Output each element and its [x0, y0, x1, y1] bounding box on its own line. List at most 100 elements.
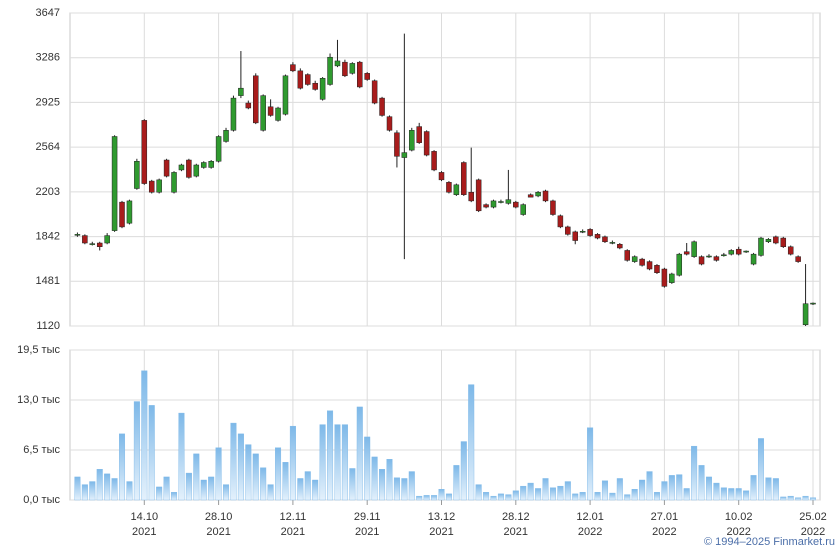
candle-body	[193, 164, 200, 177]
volume-bar	[431, 495, 438, 501]
candle-body	[379, 97, 385, 116]
candle-body	[520, 204, 526, 215]
candle-body	[572, 231, 578, 241]
volume-bar	[683, 488, 690, 501]
candle-body	[319, 78, 326, 100]
candle-body	[453, 184, 460, 195]
y-tick-label: 3647	[36, 7, 60, 19]
candle-body	[74, 234, 81, 236]
y-tick-label: 2564	[36, 141, 60, 153]
x-tick-label: 14.10 2021	[131, 511, 159, 538]
volume-bar	[312, 479, 319, 501]
volume-bar	[371, 456, 378, 501]
candle-body	[409, 130, 415, 151]
candle-body	[111, 136, 118, 231]
volume-bar	[401, 478, 408, 501]
candle-body	[646, 261, 653, 270]
candle-body	[134, 161, 140, 189]
candle-body	[423, 131, 430, 156]
x-tick-label: 28.12 2021	[502, 511, 530, 538]
candle-body	[624, 250, 630, 261]
volume-bar	[698, 465, 705, 501]
volume-bar	[356, 406, 363, 501]
volume-bar	[810, 497, 817, 501]
volume-bar	[483, 492, 490, 501]
volume-bar	[252, 453, 259, 501]
volume-bar	[720, 487, 727, 501]
volume-bar	[171, 492, 178, 501]
volume-bar	[750, 475, 757, 501]
volume-bar	[423, 495, 430, 501]
volume-bar	[780, 496, 787, 501]
x-tick-label: 25.02 2022	[799, 511, 827, 538]
candle-body	[579, 230, 586, 233]
candle-body	[468, 191, 474, 202]
candle-body	[565, 226, 571, 235]
volume-bar	[141, 370, 148, 501]
candle-body	[661, 268, 668, 287]
candle-body	[505, 199, 512, 204]
candle-body	[238, 87, 244, 96]
volume-bar	[557, 485, 564, 501]
candle-body	[96, 242, 103, 247]
volume-bar	[282, 462, 289, 501]
volume-bar	[386, 459, 393, 501]
volume-bar	[772, 478, 779, 501]
candle-body	[758, 237, 764, 256]
candle-body	[223, 130, 229, 142]
candle-body	[728, 250, 735, 255]
candle-body	[490, 200, 497, 208]
volume-bar	[408, 471, 415, 501]
y-tick-label: 3286	[36, 52, 60, 64]
candle-body	[639, 258, 645, 266]
candle-body	[773, 236, 779, 244]
volume-bar	[505, 494, 512, 501]
candle-body	[602, 236, 608, 243]
volume-bar	[215, 447, 222, 501]
volume-bar	[676, 474, 683, 501]
volume-bar	[289, 425, 296, 501]
volume-bar	[705, 476, 712, 501]
candle-body	[267, 106, 274, 116]
candle-body	[780, 237, 787, 247]
candle-body	[200, 162, 207, 168]
volume-bar	[542, 478, 549, 501]
volume-bar	[594, 492, 601, 501]
volume-bar	[267, 484, 274, 501]
candle-body	[498, 201, 504, 203]
volume-bar	[624, 494, 631, 501]
volume-bar	[564, 481, 571, 501]
volume-bar	[765, 477, 772, 501]
volume-bar	[490, 495, 497, 501]
volume-bar	[728, 488, 735, 501]
volume-bar	[81, 484, 88, 501]
credit[interactable]: © 1994–2025 Finmarket.ru	[704, 536, 835, 548]
candle-body	[141, 120, 148, 184]
candle-body	[364, 73, 370, 80]
candle-body	[282, 75, 289, 115]
x-tick-label: 10.02 2022	[725, 511, 753, 538]
candle-body	[297, 70, 304, 89]
candle-body	[186, 159, 192, 178]
candle-body	[587, 229, 593, 236]
volume-bar	[802, 495, 809, 501]
volume-bar	[74, 476, 81, 501]
candle-body	[349, 63, 356, 74]
volume-bar	[185, 472, 192, 501]
volume-bar	[200, 479, 207, 501]
candle-body	[795, 256, 801, 262]
volume-bar	[297, 478, 304, 501]
candle-body	[148, 180, 155, 193]
candle-body	[260, 95, 266, 131]
x-tick-label: 12.11 2021	[280, 511, 307, 538]
candle-body	[743, 250, 749, 253]
volume-bar	[646, 471, 653, 501]
candle-body	[431, 151, 437, 171]
volume-bar	[631, 489, 638, 501]
candle-body	[312, 82, 318, 90]
volume-bar	[245, 444, 252, 501]
volume-bar	[535, 488, 542, 501]
candle-body	[631, 256, 638, 262]
y-tick-label: 2925	[36, 96, 60, 108]
